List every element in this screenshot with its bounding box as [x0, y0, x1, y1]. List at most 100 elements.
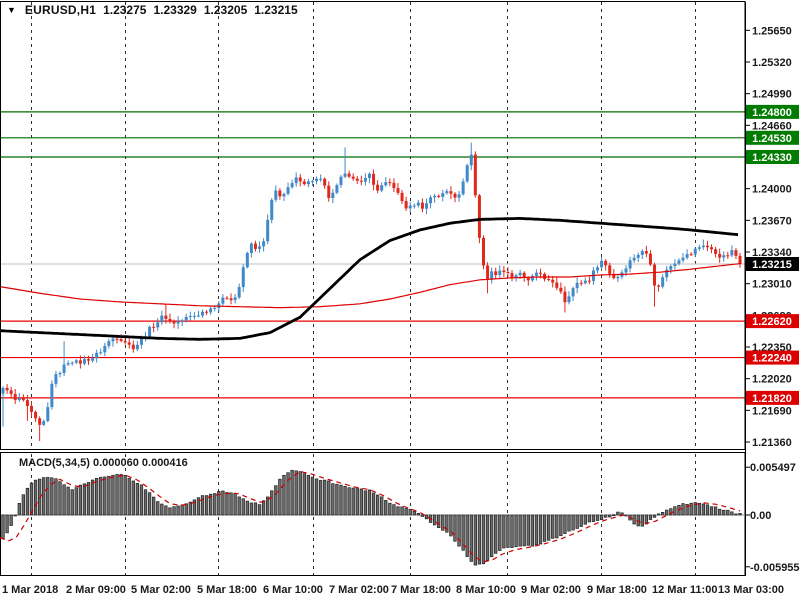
candle-body — [5, 387, 9, 391]
candle-bullish — [221, 294, 225, 307]
candle-body — [245, 252, 249, 268]
candle-body — [449, 191, 453, 194]
candle-bearish — [453, 192, 457, 203]
macd-bar — [351, 487, 355, 516]
candle-body — [636, 254, 640, 258]
macd-bar — [709, 506, 714, 516]
macd-bar — [103, 476, 107, 516]
candle-body — [722, 255, 726, 258]
candle-bullish — [384, 177, 388, 187]
macd-bar — [546, 514, 551, 541]
candle-body — [420, 202, 424, 209]
candle-body — [429, 197, 433, 204]
candle-body — [103, 345, 107, 353]
candle-body — [534, 272, 538, 276]
candle-body — [563, 291, 567, 303]
macd-bar — [494, 514, 498, 554]
macd-bar — [713, 506, 718, 516]
candle-body — [396, 188, 400, 193]
candle-body — [600, 260, 604, 268]
candle-body — [547, 279, 551, 281]
candle-body — [74, 360, 78, 363]
candle-bullish — [408, 201, 412, 212]
macd-bar — [111, 474, 115, 516]
macd-bar — [314, 478, 319, 516]
candle-bullish — [697, 244, 701, 252]
candle-bullish — [192, 312, 196, 320]
macd-bar — [514, 514, 518, 548]
candle-body — [689, 254, 693, 256]
candle-body — [50, 383, 54, 408]
candle-body — [677, 260, 681, 264]
candle-body — [697, 247, 701, 249]
candle-body — [335, 185, 339, 193]
macd-bar — [563, 514, 567, 534]
candle-bearish — [714, 246, 718, 258]
candle-bullish — [498, 265, 502, 279]
time-axis-label: 7 Mar 18:00 — [391, 584, 451, 596]
candle-body — [62, 364, 66, 373]
macd-indicator-label: MACD(5,34,5) 0.000060 0.000416 — [19, 457, 188, 469]
time-axis-label: 2 Mar 09:00 — [66, 584, 126, 596]
macd-bar — [237, 496, 241, 516]
candle-body — [30, 405, 34, 412]
candle-body — [498, 270, 502, 275]
macd-bar — [583, 514, 587, 525]
candle-body — [298, 177, 302, 182]
candle-bullish — [632, 254, 636, 263]
candle-body — [657, 285, 661, 287]
macd-bar — [204, 495, 209, 516]
candle-body — [705, 245, 709, 248]
candle-body — [457, 194, 461, 198]
macd-bar — [54, 478, 58, 516]
macd-bar — [477, 514, 482, 565]
candle-bullish — [596, 265, 600, 274]
candle-bullish — [490, 267, 494, 284]
candle-bullish — [429, 195, 433, 209]
candle-body — [66, 363, 70, 365]
candle-bullish — [331, 188, 335, 204]
candle-bearish — [400, 190, 404, 205]
level-box — [746, 130, 799, 145]
candle-body — [461, 181, 465, 195]
symbol-dropdown-icon[interactable]: ▼ — [7, 5, 16, 15]
level-box-label: 1.21820 — [752, 393, 792, 405]
candle-body — [221, 297, 225, 304]
macd-bar — [335, 483, 339, 516]
candle-bearish — [13, 388, 17, 405]
macd-bar — [318, 480, 323, 516]
candlesticks[interactable] — [1, 142, 742, 442]
quote-close: 1.23215 — [254, 3, 298, 17]
price-tick-label: 1.22020 — [752, 374, 792, 386]
macd-bar — [693, 502, 697, 516]
macd-bar — [233, 493, 237, 516]
candle-body — [82, 359, 86, 364]
candle-body — [490, 271, 494, 280]
macd-bar — [225, 492, 229, 516]
candle-bullish — [95, 349, 99, 363]
candle-bullish — [17, 393, 21, 402]
fast-ma-line — [0, 262, 742, 309]
candle-body — [201, 311, 205, 316]
candle-bullish — [270, 197, 274, 224]
candle-bearish — [420, 198, 424, 213]
candle-bearish — [298, 173, 302, 187]
candle-bullish — [306, 178, 310, 188]
candle-bullish — [262, 238, 266, 252]
macd-bar — [241, 498, 245, 516]
candle-body — [111, 338, 115, 342]
macd-bar — [648, 514, 653, 520]
macd-bar — [530, 514, 535, 547]
candle-bearish — [689, 252, 693, 257]
macd-bar — [184, 503, 188, 516]
macd-bar — [200, 495, 205, 516]
macd-bar — [107, 475, 111, 516]
time-axis-label: 8 Mar 10:00 — [456, 584, 516, 596]
current-price-label: 1.23215 — [746, 257, 799, 271]
macd-bar — [697, 502, 701, 516]
candle-bullish — [42, 419, 46, 427]
candle-bearish — [205, 310, 209, 316]
candle-bullish — [636, 252, 640, 263]
macd-axis: 0.005497 0.00 -0.005955 — [745, 462, 800, 574]
